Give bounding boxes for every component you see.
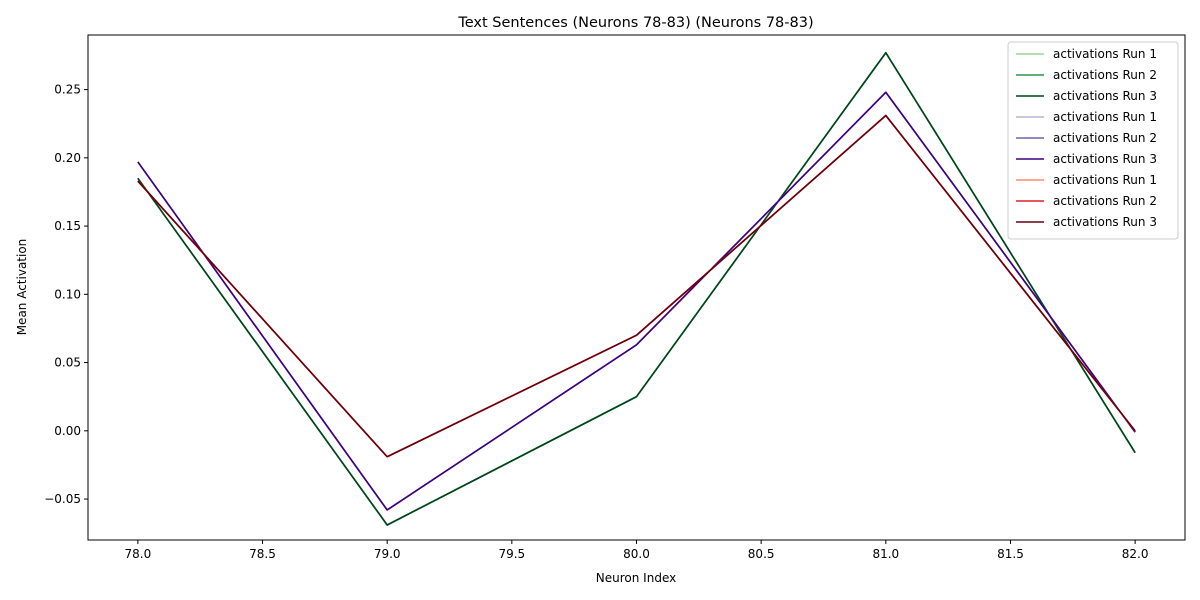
x-tick-label: 81.5 — [997, 547, 1024, 561]
x-tick-label: 81.0 — [872, 547, 899, 561]
x-axis-label: Neuron Index — [596, 571, 676, 585]
series-line-4 — [137, 91, 1136, 511]
legend-label: activations Run 3 — [1053, 152, 1157, 166]
legend-label: activations Run 2 — [1053, 194, 1157, 208]
legend: activations Run 1 activations Run 2 activa… — [1007, 41, 1179, 240]
x-tick-label: 82.0 — [1122, 547, 1149, 561]
x-axis: 78.0 78.5 79.0 79.5 80.0 80.5 81.0 81.5 82.0 — [125, 540, 1149, 561]
legend-frame — [1007, 41, 1179, 240]
x-tick-label: 79.5 — [498, 547, 525, 561]
legend-label: activations Run 3 — [1053, 215, 1157, 229]
legend-label: activations Run 1 — [1053, 47, 1157, 61]
x-tick-label: 78.5 — [249, 547, 276, 561]
series-line-3 — [137, 51, 1136, 526]
series-line-8 — [137, 114, 1136, 458]
legend-label: activations Run 1 — [1053, 173, 1157, 187]
legend-label: activations Run 1 — [1053, 110, 1157, 124]
series-line-7 — [137, 114, 1136, 458]
y-tick-label: −0.05 — [44, 492, 81, 506]
y-tick-label: 0.20 — [54, 151, 81, 165]
legend-label: activations Run 2 — [1053, 68, 1157, 82]
x-tick-label: 79.0 — [374, 547, 401, 561]
y-axis: −0.05 0.00 0.05 0.10 0.15 0.20 0.25 — [44, 83, 88, 506]
y-tick-label: 0.05 — [54, 356, 81, 370]
series-line-9 — [137, 114, 1136, 458]
series-line-5 — [137, 91, 1136, 511]
y-tick-label: 0.10 — [54, 287, 81, 301]
x-tick-label: 80.0 — [623, 547, 650, 561]
x-tick-label: 80.5 — [748, 547, 775, 561]
legend-label: activations Run 2 — [1053, 131, 1157, 145]
chart-title: Text Sentences (Neurons 78-83) (Neurons … — [457, 15, 813, 31]
plot-lines — [137, 51, 1136, 526]
y-tick-label: 0.25 — [54, 83, 81, 97]
y-tick-label: 0.15 — [54, 219, 81, 233]
series-line-1 — [137, 51, 1136, 526]
legend-label: activations Run 3 — [1053, 89, 1157, 103]
x-tick-label: 78.0 — [125, 547, 152, 561]
series-line-6 — [137, 91, 1136, 511]
series-line-2 — [137, 51, 1136, 526]
y-axis-label: Mean Activation — [15, 239, 29, 336]
y-tick-label: 0.00 — [54, 424, 81, 438]
